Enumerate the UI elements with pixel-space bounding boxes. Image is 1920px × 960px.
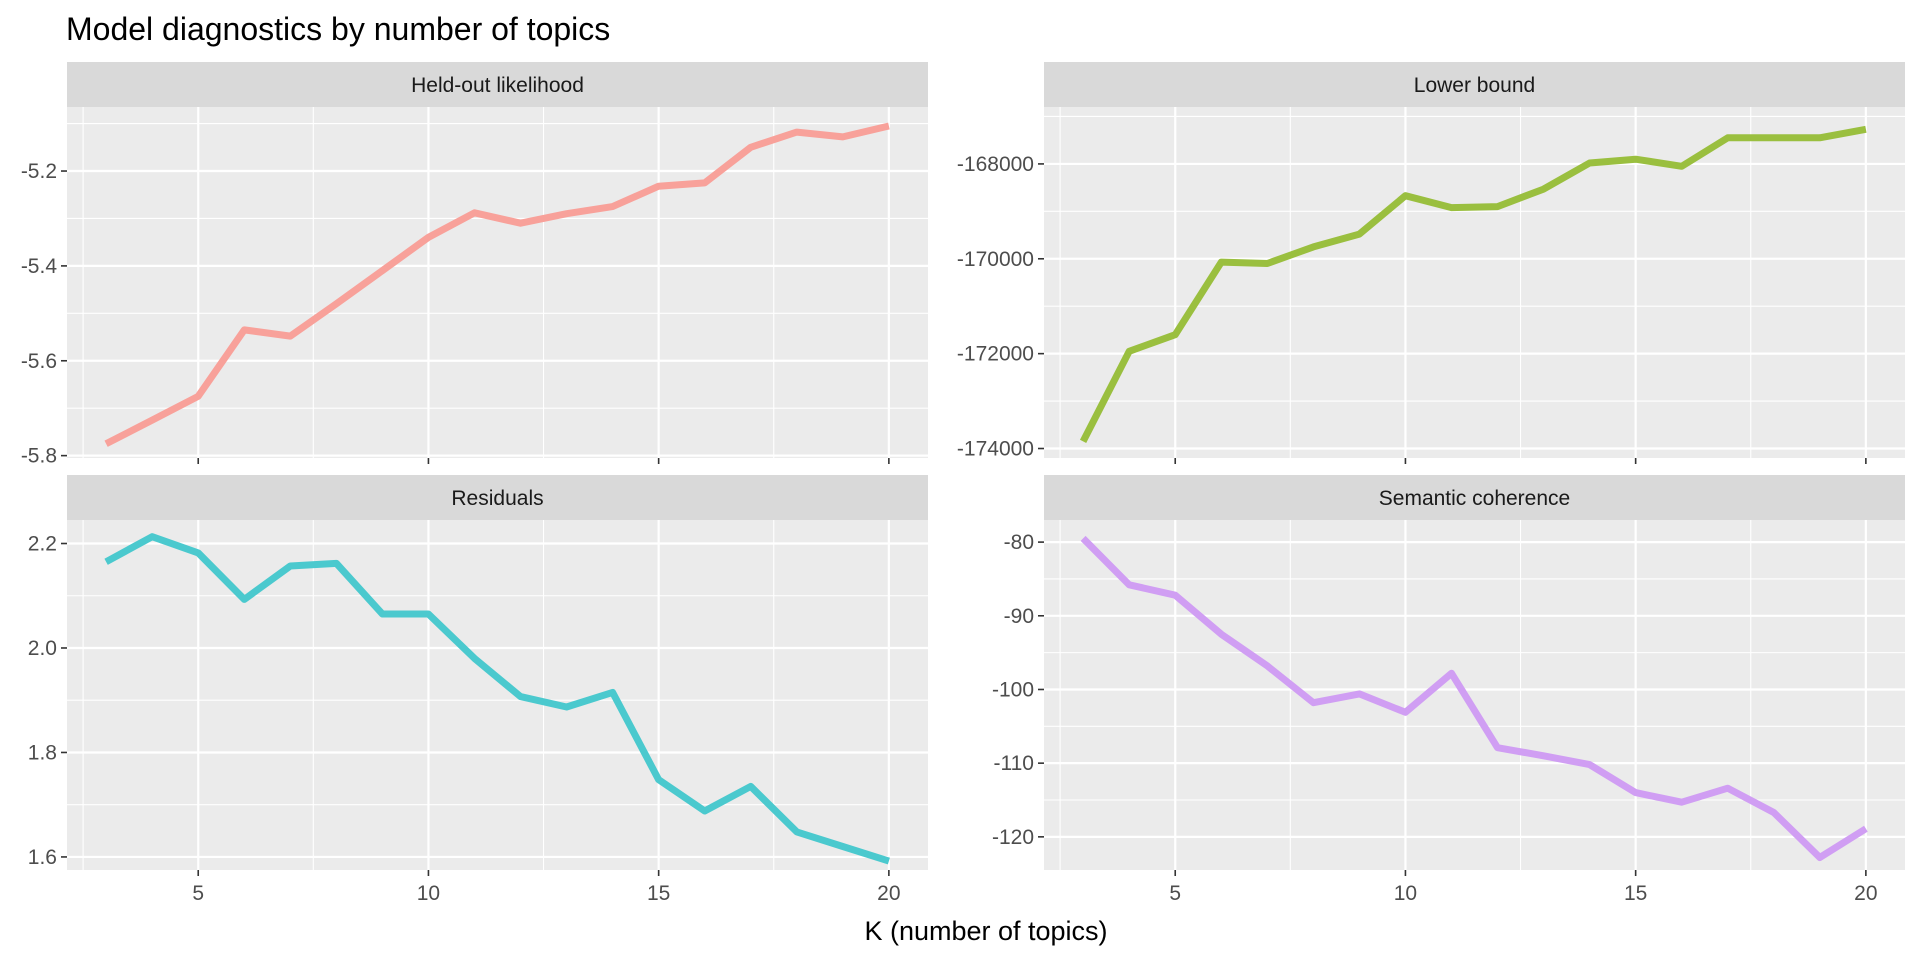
facet-strip-label: Lower bound (1414, 74, 1535, 97)
y-tick-label: 1.8 (28, 741, 57, 764)
panel-background (67, 520, 928, 870)
y-tick-label: -5.4 (21, 255, 58, 278)
facet-strip (1044, 62, 1905, 107)
series-line-held-out-likelihood (104, 122, 890, 447)
y-tick-label: -170000 (957, 248, 1034, 271)
y-tick-label: 2.2 (28, 533, 57, 556)
y-tick-label: -90 (1004, 605, 1034, 628)
facet-strip-label: Residuals (451, 487, 543, 510)
x-tick-label: 15 (647, 882, 670, 905)
series-line-semantic-coherence (1080, 535, 1868, 861)
y-tick-label: 2.0 (28, 637, 57, 660)
y-tick-label: -5.8 (21, 445, 57, 468)
facet-panels: Held-out likelihood -5.8 -5.6 -5.4 -5.2 Lower… (21, 62, 1905, 905)
y-tick-label: -168000 (957, 153, 1034, 176)
x-tick-label: 20 (1854, 882, 1877, 905)
y-tick-label: -5.2 (21, 160, 57, 183)
x-tick-label: 20 (877, 882, 900, 905)
facet-lower-bound: Lower bound -174000 -172000 -170000 -168000 (957, 62, 1905, 464)
x-tick-label: 15 (1624, 882, 1647, 905)
facet-strip-label: Semantic coherence (1379, 487, 1570, 510)
series-line-residuals (104, 533, 890, 865)
y-tick-label: -174000 (957, 438, 1034, 461)
y-tick-label: -5.6 (21, 350, 57, 373)
facet-held-out-likelihood: Held-out likelihood -5.8 -5.6 -5.4 -5.2 (21, 62, 928, 468)
panel-background (1044, 107, 1905, 458)
facet-strip (67, 475, 928, 520)
x-tick-label: 5 (192, 882, 204, 905)
x-axis-title: K (number of topics) (864, 916, 1107, 946)
y-tick-label: 1.6 (28, 846, 57, 869)
y-tick-label: -120 (992, 826, 1034, 849)
y-tick-label: -110 (994, 752, 1034, 775)
y-tick-label: -80 (1004, 531, 1034, 554)
panel-background (1044, 520, 1905, 870)
facet-strip (67, 62, 928, 107)
facet-strip (1044, 475, 1905, 520)
x-tick-label: 5 (1169, 882, 1181, 905)
panel-background (67, 107, 928, 458)
x-tick-label: 10 (417, 882, 440, 905)
facet-semantic-coherence: Semantic coherence -120 -110 -100 -90 -80 5 10 1… (992, 475, 1905, 905)
y-tick-label: -100 (992, 678, 1034, 701)
x-tick-label: 10 (1394, 882, 1417, 905)
chart-title: Model diagnostics by number of topics (66, 11, 610, 47)
series-line-lower-bound (1079, 125, 1867, 443)
facet-residuals: Residuals 1.6 1.8 2.0 2.2 5 10 15 20 (28, 475, 928, 905)
y-tick-label: -172000 (957, 343, 1034, 366)
facet-strip-label: Held-out likelihood (411, 74, 584, 97)
